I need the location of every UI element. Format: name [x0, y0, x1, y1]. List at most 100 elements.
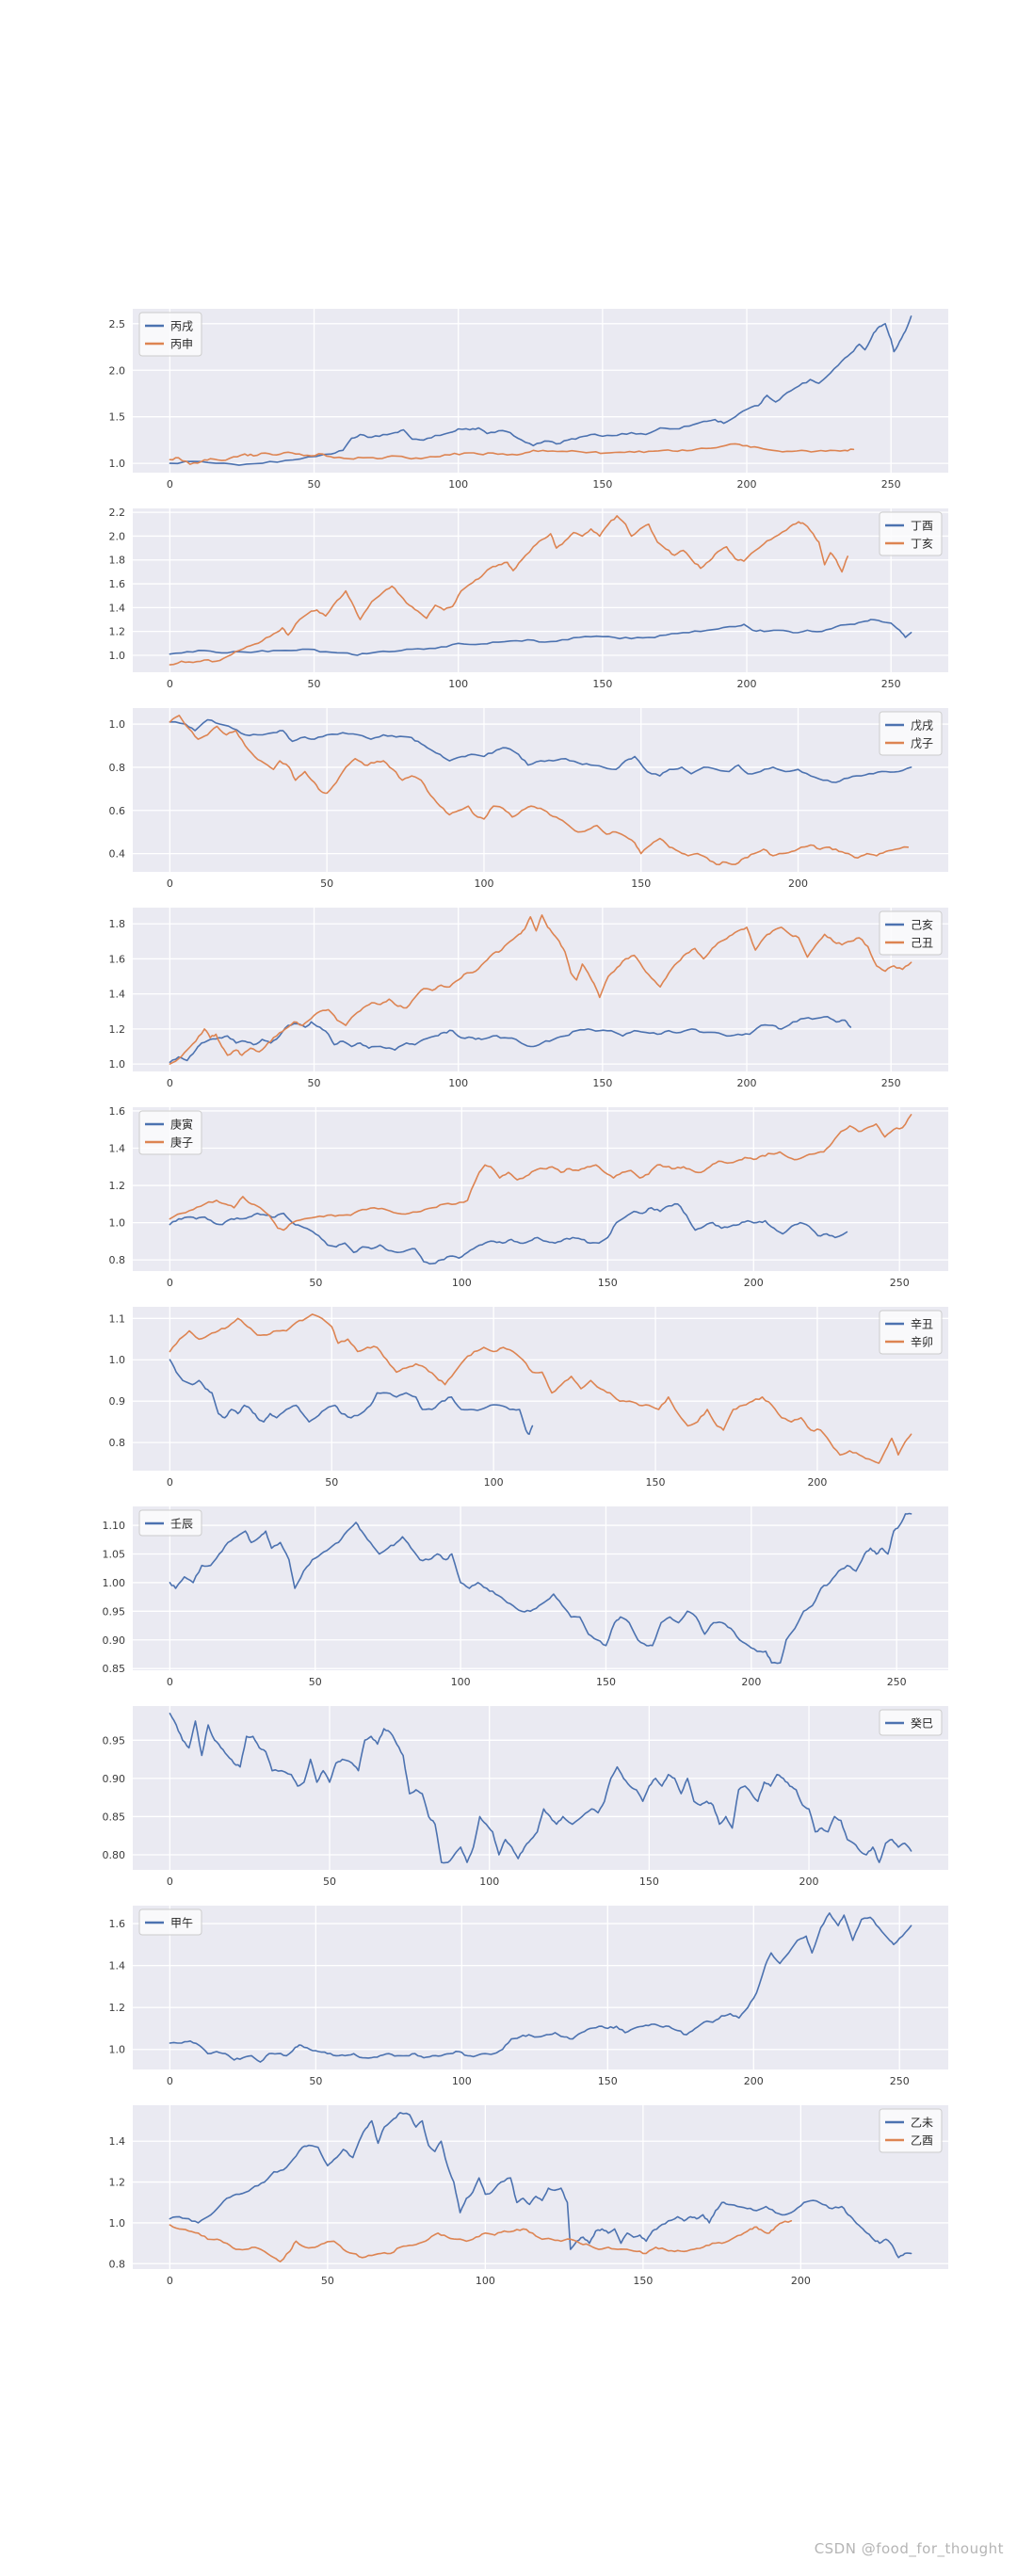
y-tick-label: 1.00 — [103, 1577, 126, 1589]
x-tick-label: 200 — [807, 1476, 827, 1489]
legend-label: 丁亥 — [911, 538, 933, 551]
chart-9-figure: 0 50 100 150 200 250 1.0 1.2 1.4 1.6 甲午 — [0, 1906, 1017, 2105]
x-tick-label: 0 — [167, 1476, 173, 1489]
series-line-辛卯 — [169, 1313, 912, 1464]
x-tick-label: 100 — [448, 478, 468, 491]
y-tick-label: 1.0 — [109, 1354, 126, 1366]
chart-1-figure: 0 50 100 150 200 250 1.0 1.5 2.0 2.5 丙戌 丙申 — [0, 309, 1017, 508]
plot-area — [133, 1307, 948, 1471]
series-line-己亥 — [169, 1016, 852, 1063]
series-line-丙戌 — [169, 315, 912, 466]
x-tick-label: 50 — [325, 1476, 338, 1489]
y-tick-label: 0.8 — [109, 1437, 126, 1449]
legend-box — [138, 1509, 202, 1537]
x-tick-label: 100 — [448, 678, 468, 690]
x-tick-label: 50 — [321, 2275, 334, 2287]
y-tick-label: 1.6 — [109, 1918, 126, 1930]
y-tick-label: 0.85 — [103, 1663, 126, 1675]
chart-9-canvas: 0 50 100 150 200 250 1.0 1.2 1.4 1.6 甲午 — [109, 1906, 948, 2087]
chart-10-figure: 0 50 100 150 200 0.8 1.0 1.2 1.4 乙未 乙酉 — [0, 2105, 1017, 2305]
y-tick-label: 0.95 — [103, 1605, 126, 1618]
series-line-乙酉 — [169, 2220, 793, 2262]
x-tick-label: 100 — [476, 2275, 495, 2287]
series-line-庚寅 — [169, 1202, 848, 1265]
y-tick-label: 1.0 — [109, 2217, 126, 2230]
y-tick-label: 1.2 — [109, 626, 126, 638]
x-tick-label: 100 — [474, 877, 493, 890]
x-tick-label: 250 — [890, 2075, 910, 2087]
series-line-戊子 — [169, 715, 910, 866]
x-tick-label: 200 — [737, 478, 757, 491]
y-tick-label: 0.80 — [103, 1849, 126, 1861]
legend-label: 辛丑 — [911, 1318, 933, 1331]
chart-8-figure: 0 50 100 150 200 0.80 0.85 0.90 0.95 癸巳 — [0, 1706, 1017, 1906]
x-tick-label: 0 — [167, 1676, 173, 1688]
x-tick-label: 0 — [167, 2275, 173, 2287]
x-tick-label: 250 — [881, 478, 901, 491]
plot-area — [133, 1506, 948, 1670]
legend-label: 癸巳 — [911, 1717, 933, 1731]
y-tick-label: 1.6 — [109, 578, 126, 590]
chart-5-figure: 0 50 100 150 200 250 0.8 1.0 1.2 1.4 1.6 庚寅 庚子 — [0, 1105, 1017, 1307]
y-tick-label: 2.0 — [109, 364, 126, 377]
y-tick-label: 0.90 — [103, 1773, 126, 1785]
y-tick-label: 1.2 — [109, 1023, 126, 1036]
x-tick-label: 100 — [452, 1277, 472, 1289]
y-tick-label: 1.8 — [109, 918, 126, 930]
series-line-庚子 — [169, 1114, 912, 1232]
legend-box — [138, 1110, 202, 1155]
x-tick-label: 0 — [167, 2075, 173, 2087]
legend: 癸巳 — [879, 1709, 943, 1736]
y-tick-label: 1.0 — [109, 2044, 126, 2056]
series-line-丙申 — [169, 443, 855, 465]
series-line-丁亥 — [169, 515, 849, 666]
y-tick-label: 1.10 — [103, 1520, 126, 1532]
x-tick-label: 150 — [592, 678, 612, 690]
x-tick-label: 200 — [744, 2075, 764, 2087]
x-tick-label: 50 — [308, 678, 321, 690]
x-tick-label: 0 — [167, 678, 173, 690]
y-tick-label: 0.8 — [109, 1254, 126, 1266]
y-tick-label: 2.0 — [109, 530, 126, 542]
x-tick-label: 100 — [448, 1077, 468, 1089]
x-tick-label: 50 — [309, 2075, 322, 2087]
legend-label: 辛卯 — [911, 1336, 933, 1349]
x-tick-label: 250 — [881, 678, 901, 690]
legend-label: 乙未 — [911, 2117, 933, 2130]
legend-box — [879, 910, 943, 956]
y-tick-label: 1.5 — [109, 411, 126, 424]
y-tick-label: 1.1 — [109, 1312, 126, 1325]
y-tick-label: 1.05 — [103, 1548, 126, 1560]
x-tick-label: 150 — [633, 2275, 653, 2287]
legend-label: 甲午 — [170, 1917, 193, 1930]
chart-7-figure: 0 50 100 150 200 250 0.85 0.90 0.95 1.00 1.05 1.10 壬… — [0, 1506, 1017, 1706]
x-tick-label: 50 — [309, 1676, 322, 1688]
y-tick-label: 2.5 — [109, 318, 126, 330]
y-tick-label: 1.0 — [109, 650, 126, 662]
legend-box — [879, 1310, 943, 1355]
y-tick-label: 0.95 — [103, 1734, 126, 1747]
y-tick-label: 1.4 — [109, 1143, 126, 1155]
x-tick-label: 150 — [639, 1876, 659, 1888]
x-tick-label: 50 — [308, 478, 321, 491]
chart-3-figure: 0 50 100 150 200 0.4 0.6 0.8 1.0 戊戌 戊子 — [0, 708, 1017, 908]
x-tick-label: 100 — [451, 1676, 471, 1688]
y-tick-label: 2.2 — [109, 508, 126, 519]
x-tick-label: 200 — [799, 1876, 819, 1888]
legend-label: 丙戌 — [170, 320, 193, 333]
chart-2-figure: 0 50 100 150 200 250 1.0 1.2 1.4 1.6 1.8 2.0 2.2 丁酉 丁亥 — [0, 507, 1017, 708]
legend-label: 乙酉 — [911, 2134, 933, 2148]
y-tick-label: 1.8 — [109, 555, 126, 567]
x-tick-label: 0 — [167, 877, 173, 890]
legend-label: 戊戌 — [911, 719, 933, 733]
y-tick-label: 0.4 — [109, 848, 126, 861]
y-tick-label: 1.0 — [109, 1058, 126, 1071]
